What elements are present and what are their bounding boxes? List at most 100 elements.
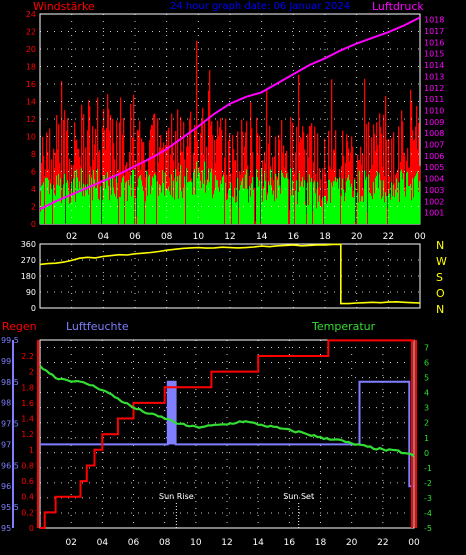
wind-avg-bar	[341, 195, 343, 224]
wind-gust-bar	[181, 151, 183, 192]
wind-avg-bar	[249, 185, 251, 224]
wind-avg-bar	[391, 182, 393, 224]
wind-gust-bar	[180, 117, 182, 165]
wind-avg-bar	[400, 171, 402, 224]
wind-avg-bar	[147, 195, 149, 224]
wind-gust-bar	[127, 169, 129, 202]
humidity-tick-label: 97	[1, 440, 11, 449]
wind-gust-bar	[346, 134, 348, 182]
wind-avg-bar	[302, 176, 304, 224]
wind-gust-bar	[401, 110, 403, 170]
time-tick-label: 18	[319, 232, 331, 242]
wind-avg-bar	[332, 186, 334, 224]
wind-gust-bar	[105, 149, 107, 189]
humidity-tick-label: 97.5	[1, 420, 19, 429]
wind-avg-bar	[350, 186, 352, 224]
wind-avg-bar	[351, 183, 353, 224]
rain-tick-label: 0.8	[21, 461, 34, 470]
wind-gust-bar	[209, 70, 211, 183]
wind-avg-bar	[116, 174, 118, 224]
wind-avg-bar	[414, 177, 416, 224]
wind-avg-bar	[181, 191, 183, 224]
wind-avg-bar	[191, 181, 193, 224]
wind-avg-bar	[200, 180, 202, 224]
wind-gust-bar	[160, 135, 162, 186]
wind-avg-bar	[342, 178, 344, 224]
wind-gust-bar	[287, 172, 289, 179]
humidity-tick-label: 96.5	[1, 461, 19, 470]
wind-avg-bar	[256, 169, 258, 224]
pressure-tick-label: 1014	[424, 61, 444, 70]
wind-gust-bar	[151, 124, 153, 186]
wind-avg-bar	[416, 173, 418, 224]
wind-avg-bar	[79, 181, 81, 224]
wind-gust-bar	[302, 126, 304, 177]
wind-avg-bar	[370, 193, 372, 224]
rain-tick-label: 0.6	[21, 477, 34, 486]
wind-gust-bar	[166, 130, 168, 190]
wind-gust-bar	[354, 178, 356, 180]
wind-gust-bar	[356, 203, 358, 224]
wind-tick-label: 0	[31, 220, 36, 229]
wind-gust-bar	[102, 127, 104, 200]
wind-gust-bar	[74, 122, 76, 171]
wind-gust-bar	[328, 130, 330, 180]
wind-avg-bar	[204, 161, 206, 224]
wind-gust-bar	[343, 155, 345, 190]
wind-gust-bar	[158, 162, 160, 196]
wind-avg-bar	[92, 200, 94, 224]
wind-avg-bar	[86, 190, 88, 224]
wind-avg-bar	[266, 200, 268, 224]
wind-gust-bar	[317, 133, 319, 182]
wind-tick-label: 12	[26, 115, 36, 124]
wind-avg-bar	[74, 170, 76, 224]
wind-avg-bar	[43, 182, 45, 224]
wind-gust-bar	[239, 171, 241, 191]
wind-gust-bar	[311, 123, 313, 179]
wind-gust-bar	[193, 153, 195, 173]
wind-avg-bar	[308, 205, 310, 224]
wind-avg-bar	[121, 182, 123, 224]
wind-avg-bar	[171, 174, 173, 224]
wind-avg-bar	[240, 185, 242, 224]
wind-gust-bar	[225, 118, 227, 183]
wind-gust-bar	[104, 129, 106, 175]
wind-gust-bar	[50, 179, 52, 184]
wind-avg-bar	[304, 180, 306, 224]
wind-gust-bar	[96, 170, 98, 189]
wind-gust-bar	[342, 130, 344, 179]
wind-gust-bar	[327, 190, 329, 202]
wind-gust-bar	[113, 143, 115, 188]
temperature-tick-label: 1	[424, 434, 429, 443]
wind-gust-bar	[84, 184, 86, 197]
wind-avg-bar	[329, 179, 331, 224]
wind-avg-bar	[344, 201, 346, 224]
wind-gust-bar	[125, 165, 127, 183]
wind-gust-bar	[280, 187, 282, 194]
wind-gust-bar	[319, 168, 321, 196]
wind-avg-bar	[67, 180, 69, 224]
wind-avg-bar	[175, 169, 177, 224]
wind-gust-bar	[402, 121, 404, 180]
wind-avg-bar	[172, 197, 174, 224]
wind-gust-bar	[47, 151, 49, 178]
wind-avg-bar	[374, 193, 376, 224]
wind-avg-bar	[194, 168, 196, 224]
humidity-line	[40, 380, 414, 488]
wind-gust-bar	[395, 174, 397, 190]
wind-gust-bar	[213, 168, 215, 195]
wind-avg-bar	[132, 169, 134, 224]
time-tick-label: 14	[256, 232, 268, 242]
wind-gust-bar	[387, 207, 389, 224]
wind-gust-bar	[400, 161, 402, 172]
wind-gust-bar	[112, 118, 114, 175]
rain-tick-label: 2	[29, 368, 34, 377]
rain-tick-label: 1.4	[21, 415, 34, 424]
wind-avg-bar	[318, 201, 320, 224]
wind-avg-bar	[358, 202, 360, 224]
wind-avg-bar	[331, 182, 333, 224]
wind-avg-bar	[98, 198, 100, 224]
wind-gust-bar	[234, 160, 236, 188]
wind-gust-bar	[99, 150, 101, 201]
wind-gust-bar	[361, 164, 363, 197]
